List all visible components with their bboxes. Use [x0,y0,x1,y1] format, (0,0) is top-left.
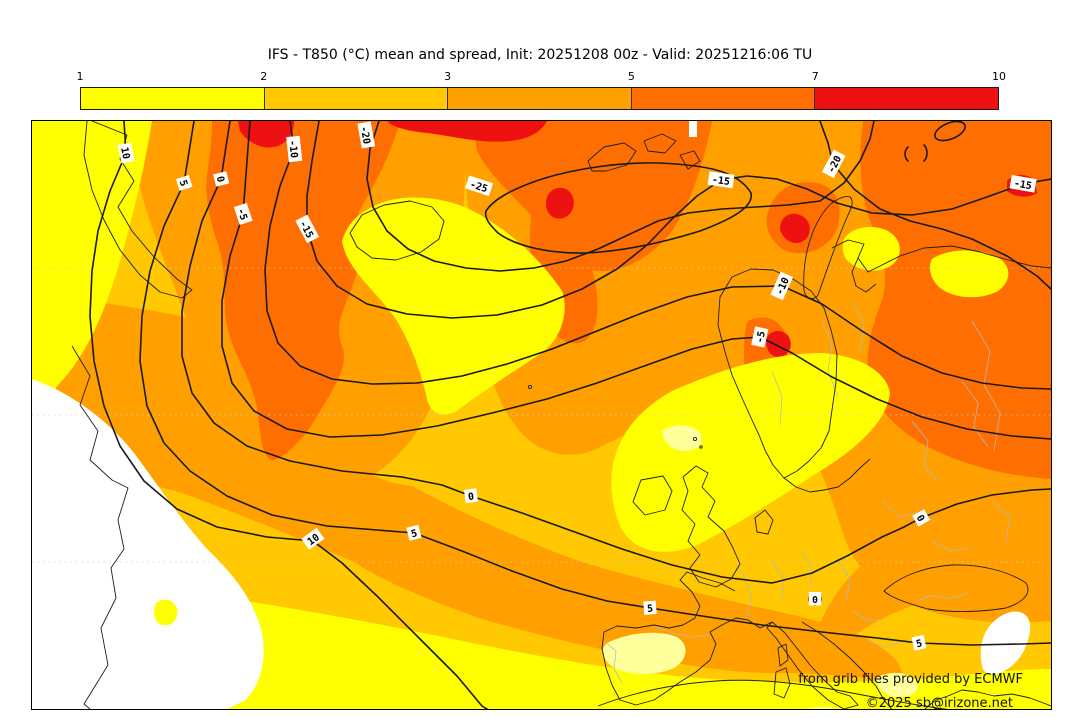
colorbar-segment-3-5 [447,88,631,109]
colorbar-tick-1: 1 [76,70,84,83]
svg-text:10: 10 [118,146,131,160]
contour-label--10: -10 [286,135,303,163]
contour-label-5: 5 [406,524,422,541]
contour-label-0: 0 [463,488,479,504]
page-title: IFS - T850 (°C) mean and spread, Init: 2… [267,47,813,63]
colorbar-tick-labels: 1 2 3 5 7 10 [76,70,1007,85]
map-svg: 105 0-5-10-15-20-25 -15-20-15-10-510 505050… [32,121,1051,709]
contour-label--5: -5 [751,326,769,348]
svg-text:-15: -15 [711,175,730,188]
coastlines [71,121,1051,709]
contour-label-5: 5 [643,600,657,615]
contour-label-5: 5 [175,174,193,191]
contour-label--25: -25 [465,175,494,197]
svg-text:-10: -10 [286,140,299,159]
colorbar-tick-7: 7 [811,70,819,83]
colorbar-tick-10: 10 [992,70,1006,83]
contour-label--5: -5 [233,202,253,225]
svg-text:0: 0 [812,595,818,606]
colorbar-segment-2-3 [263,88,448,109]
svg-text:0: 0 [467,491,475,503]
contour-label-10: 10 [117,142,135,164]
colorbar-segment-7-10 [814,88,998,109]
colorbar-tick-3: 3 [444,70,452,83]
attribution-ecmwf: from grib files provided by ECMWF [798,672,1023,687]
svg-text:-20: -20 [358,125,372,145]
contour-label--20: -20 [357,121,376,149]
svg-text:0: 0 [214,175,226,184]
svg-text:5: 5 [410,528,419,540]
contour-label--15: -15 [1009,174,1037,193]
attribution-copyright: ©2025 sb@irizone.net [866,696,1013,709]
svg-text:5: 5 [177,179,189,188]
svg-text:-25: -25 [468,179,489,195]
svg-text:5: 5 [915,638,923,650]
colorbar-scale [80,87,999,110]
colorbar-segment-5-7 [630,88,815,109]
colorbar-tick-2: 2 [260,70,268,83]
svg-text:-5: -5 [755,330,768,344]
contour-label-0: 0 [213,171,230,187]
svg-text:0: 0 [914,513,927,524]
contour-label-5: 5 [911,634,927,651]
colorbar-tick-5: 5 [627,70,635,83]
contour-label-0: 0 [808,592,822,606]
weather-map: 10 5 0 -5 -10 -15 -20 -25 -15 -20 -15 -10 -5 10 5 0 5 0 5 0… [31,120,1052,710]
country-borders [603,300,1011,684]
contour-label-0: 0 [912,509,931,527]
contour-label--15: -15 [707,171,735,189]
colorbar: 1 2 3 5 7 10 [76,70,1007,111]
svg-text:-15: -15 [1013,178,1033,192]
spread-fill-layer [32,121,1051,709]
svg-text:5: 5 [647,604,654,615]
colorbar-segment-1-2 [81,88,264,109]
svg-text:-5: -5 [235,207,249,222]
